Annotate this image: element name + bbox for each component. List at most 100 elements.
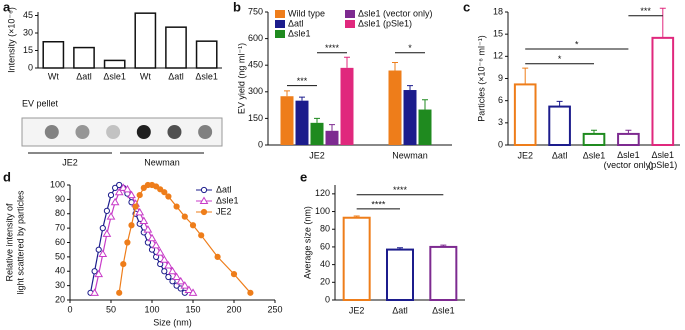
marker [114,187,124,196]
panel-letter: d [3,169,11,184]
marker [136,191,143,199]
marker [128,222,135,229]
significance-label: *** [640,6,651,16]
y-axis-label: Particles (×10⁻⁶ ml⁻¹) [476,35,486,121]
y-tick-label: 18 [493,6,503,16]
y-tick-label: 0 [325,294,330,304]
y-tick-label: 750 [248,6,263,16]
x-tick-label: 0 [67,304,72,314]
error-bar [299,96,305,101]
marker [139,216,149,224]
y-tick-label: 45 [23,10,33,20]
marker [153,183,160,190]
error-bar [353,215,360,218]
x-tick-label: Newman [392,150,428,160]
error-bar [407,85,413,91]
legend-label: Δsle1 (pSle1) [358,18,412,28]
significance-label: * [558,54,562,64]
error-bar [440,244,447,247]
blot-spot [75,125,90,139]
marker [110,197,120,206]
marker [116,181,123,189]
significance-label: * [408,43,412,53]
marker [107,191,115,199]
x-tick-label: Δsle1 (pSle1) [648,150,677,170]
error-bar [329,124,335,131]
y-tick-label: 20 [55,294,65,304]
bar [548,105,571,146]
marker [172,272,181,280]
y-tick-label: 120 [315,188,330,198]
panel-letter: a [3,0,11,14]
x-tick-label: 250 [267,304,282,314]
y-axis-label: EV yield (ng ml⁻¹) [236,43,246,114]
legend-swatch [275,10,285,18]
bar [165,26,187,69]
legend-label: Δsle1 (vector only) [358,8,433,18]
marker [116,289,123,296]
y-tick-label: 150 [248,113,263,123]
y-tick-label: 70 [55,223,65,233]
y-tick-label: 450 [248,60,263,70]
marker [127,190,136,199]
error-bar [397,247,403,250]
blot-spot [136,125,151,139]
error-bar [314,117,320,123]
bar [513,83,537,146]
y-tick-label: 100 [315,206,330,216]
x-tick-label: 50 [106,304,116,314]
marker [153,253,160,260]
marker [102,229,112,237]
x-tick-label: JE2 [517,150,533,160]
y-tick-label: 60 [320,241,330,251]
legend-label: Δatl [288,18,304,28]
bar [325,130,339,145]
error-bar [344,56,350,68]
marker [173,203,180,210]
bar [388,70,402,145]
error-bar [392,62,398,71]
y-tick-label: 0 [498,139,503,149]
marker [148,246,156,253]
y-tick-label: 30 [23,27,33,37]
x-tick-label: 100 [144,304,159,314]
y-tick-label: 15 [493,29,503,39]
marker [106,212,116,220]
marker [198,232,205,239]
marker [176,276,186,285]
x-tick-label: Δsle1 [195,71,218,81]
y-tick-label: 0 [28,62,33,72]
marker [189,222,197,229]
marker [230,271,238,278]
marker [169,278,176,285]
legend-label: Δsle1 [216,195,239,205]
y-tick-label: 80 [320,224,330,234]
marker [188,288,198,296]
marker [214,253,221,260]
error-bar [522,67,529,85]
legend-label: Δatl [216,184,232,194]
x-tick-label: Δsle1 [103,71,126,81]
marker [144,239,151,246]
y-tick-label: 300 [248,86,263,96]
marker [147,233,157,242]
bar [429,245,458,302]
x-tick-label: Δsle1 (vector only) [604,150,654,170]
y-tick-label: 60 [55,237,65,247]
marker [157,260,164,268]
y-tick-label: 600 [248,33,263,43]
y-tick-label: 12 [493,51,503,61]
bar [340,67,354,145]
legend-marker [200,208,208,216]
bar [295,100,309,145]
error-bar [591,129,597,134]
legend-swatch [275,30,285,38]
error-bar [556,100,563,107]
bar [418,109,432,145]
significance-label: **** [393,185,408,195]
bar [195,40,218,69]
x-tick-label: Δatl [76,71,92,81]
y-axis-label: Intensity (×10⁻⁶) [6,7,16,73]
y-tick-label: 50 [55,251,65,261]
marker [157,186,164,193]
